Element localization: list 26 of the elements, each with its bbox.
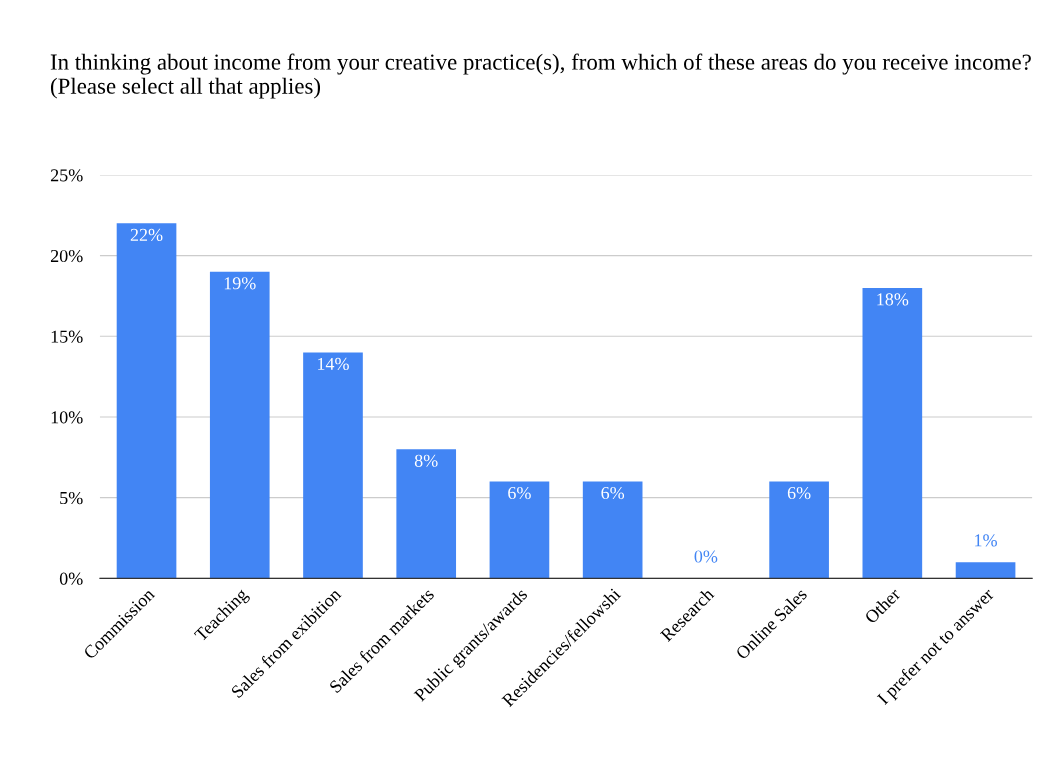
y-tick-label: 25% [50, 169, 83, 182]
y-tick-label: 20% [50, 249, 83, 263]
data-label: 19% [224, 277, 256, 290]
bar [209, 271, 270, 579]
data-label: 0% [694, 550, 718, 563]
data-label: 6% [508, 486, 531, 500]
bar [955, 562, 1016, 579]
y-tick-label: 5% [60, 491, 83, 505]
bar [303, 352, 363, 579]
data-label: 1% [975, 534, 997, 547]
data-label: 6% [601, 486, 625, 500]
data-label: 18% [877, 293, 909, 306]
bar [396, 449, 457, 579]
data-label: 6% [787, 486, 811, 500]
y-tick-label: 15% [51, 330, 83, 343]
data-label: 8% [414, 454, 438, 467]
y-tick-label: 0% [59, 572, 83, 585]
data-label: 14% [318, 357, 349, 371]
bar [862, 287, 923, 579]
bar [489, 481, 550, 579]
data-label: 22% [130, 228, 163, 241]
bar [582, 481, 643, 579]
bar [769, 481, 829, 579]
y-tick-label: 10% [51, 411, 83, 424]
chart-title: In thinking about income from your creative practice(s), from which of these areas do you receive income? (Please select all that applies) [50, 53, 1031, 99]
bar [116, 223, 177, 579]
